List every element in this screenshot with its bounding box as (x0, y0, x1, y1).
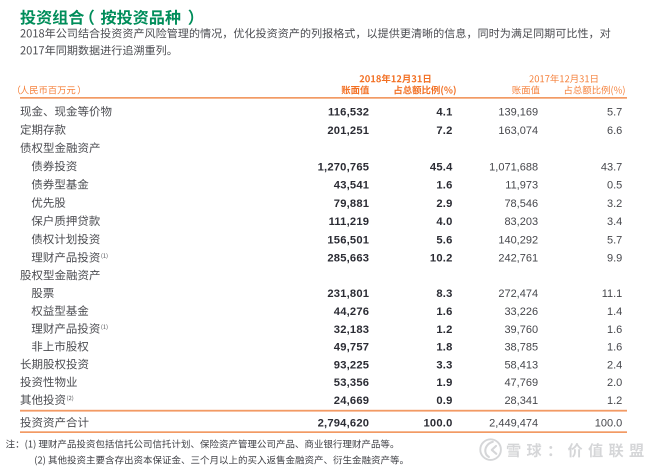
svg-text:10.2: 10.2 (430, 253, 453, 265)
svg-text:163,074: 163,074 (498, 125, 538, 137)
svg-text:201,251: 201,251 (327, 125, 369, 137)
svg-text:116,532: 116,532 (328, 107, 369, 119)
svg-text:38,785: 38,785 (504, 342, 538, 354)
svg-text:2.9: 2.9 (436, 198, 452, 210)
svg-text:0.9: 0.9 (436, 395, 452, 407)
svg-text:2.4: 2.4 (607, 359, 622, 371)
svg-text:1,270,765: 1,270,765 (318, 161, 370, 173)
svg-text:5.7: 5.7 (607, 107, 622, 119)
svg-text:1.6: 1.6 (607, 342, 622, 354)
svg-text:139,169: 139,169 (498, 107, 538, 119)
svg-text:11,973: 11,973 (505, 180, 538, 192)
svg-text:3.3: 3.3 (436, 359, 452, 371)
svg-text:100.0: 100.0 (424, 418, 453, 430)
svg-text:53,356: 53,356 (334, 377, 369, 389)
svg-text:140,292: 140,292 (498, 234, 538, 246)
svg-text:5.7: 5.7 (607, 234, 622, 246)
svg-text:272,474: 272,474 (498, 288, 538, 300)
svg-text:9.9: 9.9 (607, 253, 622, 265)
svg-text:1.2: 1.2 (607, 395, 622, 407)
svg-text:24,669: 24,669 (334, 395, 369, 407)
svg-text:58,413: 58,413 (504, 359, 538, 371)
svg-text:1.2: 1.2 (436, 324, 452, 336)
svg-text:1.6: 1.6 (607, 324, 622, 336)
svg-text:45.4: 45.4 (430, 161, 453, 173)
svg-text:93,225: 93,225 (334, 359, 369, 371)
svg-text:83,203: 83,203 (504, 216, 538, 228)
svg-text:231,801: 231,801 (327, 288, 369, 300)
svg-text:1.9: 1.9 (436, 377, 452, 389)
svg-text:5.6: 5.6 (436, 234, 452, 246)
svg-text:44,276: 44,276 (334, 306, 369, 318)
svg-text:2,449,474: 2,449,474 (489, 418, 538, 430)
svg-text:33,226: 33,226 (504, 306, 538, 318)
svg-text:7.2: 7.2 (436, 125, 452, 137)
svg-text:1.6: 1.6 (436, 180, 452, 192)
svg-text:1.6: 1.6 (436, 306, 452, 318)
svg-text:32,183: 32,183 (334, 324, 369, 336)
svg-text:79,881: 79,881 (334, 198, 369, 210)
svg-text:43.7: 43.7 (601, 161, 622, 173)
svg-text:285,663: 285,663 (327, 253, 369, 265)
svg-text:47,769: 47,769 (504, 377, 538, 389)
svg-text:156,501: 156,501 (327, 234, 369, 246)
svg-text:3.4: 3.4 (607, 216, 622, 228)
svg-text:100.0: 100.0 (595, 418, 623, 430)
svg-text:78,546: 78,546 (504, 198, 538, 210)
svg-text:6.6: 6.6 (607, 125, 622, 137)
svg-text:43,541: 43,541 (334, 180, 369, 192)
svg-text:242,761: 242,761 (498, 253, 538, 265)
svg-text:2.0: 2.0 (607, 377, 622, 389)
svg-text:39,760: 39,760 (504, 324, 538, 336)
svg-text:2,794,620: 2,794,620 (318, 418, 370, 430)
svg-text:1,071,688: 1,071,688 (489, 161, 538, 173)
svg-text:4.1: 4.1 (436, 107, 452, 119)
svg-text:28,341: 28,341 (504, 395, 538, 407)
svg-text:1.8: 1.8 (436, 342, 452, 354)
svg-text:4.0: 4.0 (436, 216, 452, 228)
svg-text:49,757: 49,757 (334, 342, 369, 354)
svg-text:8.3: 8.3 (436, 288, 452, 300)
svg-text:1.4: 1.4 (607, 306, 622, 318)
svg-text:111,219: 111,219 (329, 216, 370, 228)
svg-text:3.2: 3.2 (607, 198, 622, 210)
svg-text:11.1: 11.1 (602, 288, 623, 300)
svg-text:0.5: 0.5 (607, 180, 622, 192)
